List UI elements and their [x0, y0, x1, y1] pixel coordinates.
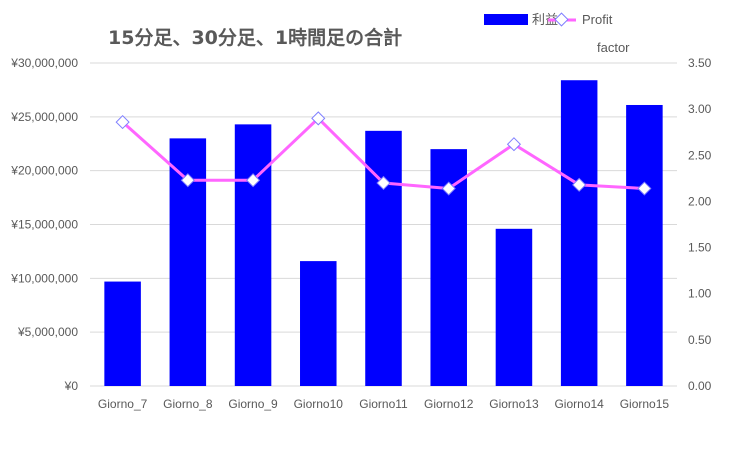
x-tick-label: Giorno_8 [163, 397, 213, 411]
right-tick-label: 1.50 [688, 241, 712, 255]
right-tick-label: 2.50 [688, 148, 712, 162]
legend-label-line: Profit [582, 12, 613, 27]
legend-swatch-marker [554, 12, 569, 27]
bar [495, 228, 533, 386]
bar [234, 124, 272, 387]
line-point [506, 137, 522, 152]
bar [560, 80, 598, 386]
left-tick-label: ¥15,000,000 [10, 218, 78, 232]
right-axis-ticks: 0.00 0.50 1.00 1.50 2.00 2.50 3.00 3.50 [688, 56, 712, 393]
left-tick-label: ¥25,000,000 [10, 110, 78, 124]
line-point [572, 177, 587, 192]
line-point [245, 173, 261, 188]
x-tick-label: Giorno12 [424, 397, 474, 411]
bar [365, 130, 402, 386]
x-tick-label: Giorno10 [294, 397, 344, 411]
line-point [441, 181, 456, 196]
bar [626, 104, 663, 387]
legend-label-bar: 利益 [532, 12, 558, 27]
x-tick-label: Giorno13 [489, 397, 539, 411]
right-tick-label: 0.50 [688, 333, 712, 347]
right-tick-label: 0.00 [688, 379, 712, 393]
line-series [115, 111, 652, 196]
left-tick-label: ¥0 [64, 379, 79, 393]
left-tick-label: ¥30,000,000 [10, 56, 78, 70]
x-axis-ticks: Giorno_7 Giorno_8 Giorno_9 Giorno10 Giorno11… [98, 397, 669, 411]
legend-swatch-bar [484, 14, 528, 25]
left-tick-label: ¥5,000,000 [17, 325, 78, 339]
x-tick-label: Giorno11 [359, 397, 408, 411]
bar [300, 261, 337, 386]
x-tick-label: Giorno_9 [228, 397, 278, 411]
x-tick-label: Giorno_7 [98, 397, 148, 411]
legend-label-line-2: factor [597, 40, 630, 55]
left-axis-ticks: ¥0 ¥5,000,000 ¥10,000,000 ¥15,000,000 ¥20,00… [10, 56, 78, 393]
right-tick-label: 3.00 [688, 102, 712, 116]
chart-title: 15分足、30分足、1時間足の合計 [108, 26, 402, 49]
line-point [637, 181, 652, 196]
bar-series [104, 80, 663, 387]
x-tick-label: Giorno14 [554, 397, 604, 411]
right-tick-label: 1.00 [688, 287, 712, 301]
line-point [180, 173, 195, 188]
x-tick-label: Giorno15 [620, 397, 670, 411]
right-tick-label: 2.00 [688, 194, 712, 208]
left-tick-label: ¥10,000,000 [10, 271, 78, 285]
left-tick-label: ¥20,000,000 [10, 164, 78, 178]
right-tick-label: 3.50 [688, 56, 712, 70]
legend: 利益 Profit factor [484, 12, 630, 55]
line-point [311, 111, 326, 126]
bar [104, 281, 141, 386]
line-point [115, 114, 130, 130]
line-point [376, 175, 391, 191]
